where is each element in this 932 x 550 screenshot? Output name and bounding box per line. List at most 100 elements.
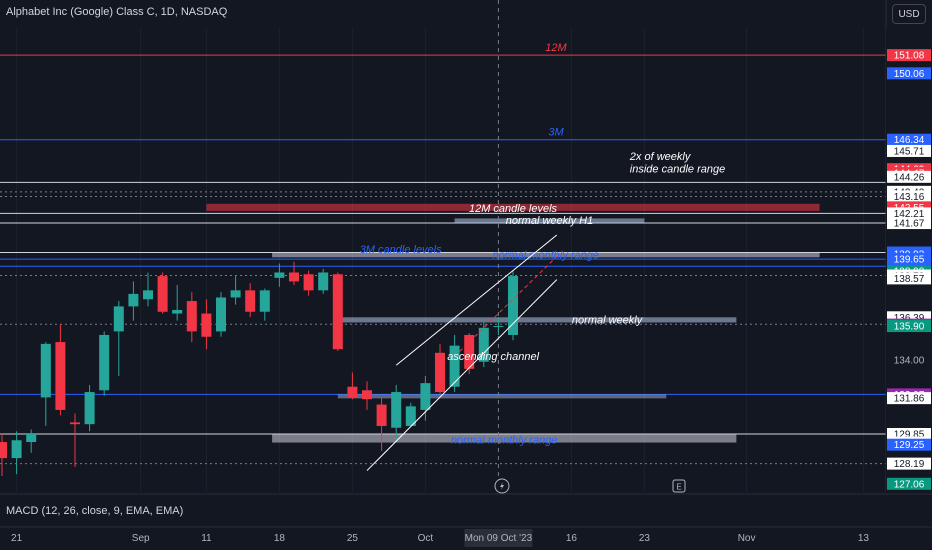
- price-label-box: [887, 67, 931, 80]
- range-box[interactable]: [206, 203, 820, 211]
- price-label-text: 129.25: [894, 440, 925, 451]
- price-label-text: 139.65: [894, 255, 925, 266]
- price-label-box: [887, 190, 931, 203]
- price-label-text: 142.21: [894, 209, 925, 220]
- price-label-text: 128.19: [894, 459, 925, 470]
- range-box-label: normal weekly H1: [506, 215, 593, 227]
- candle-body[interactable]: [449, 345, 460, 387]
- candle-body[interactable]: [274, 272, 285, 278]
- candle-body[interactable]: [0, 442, 7, 459]
- time-axis-tick: 16: [566, 533, 578, 544]
- candle-body[interactable]: [347, 386, 358, 398]
- price-label-text: 145.71: [894, 146, 925, 157]
- candle-body[interactable]: [128, 293, 139, 307]
- candle-body[interactable]: [391, 392, 402, 428]
- candle-body[interactable]: [318, 272, 329, 291]
- candle-body[interactable]: [201, 313, 212, 337]
- time-axis-tick: 18: [274, 533, 286, 544]
- candle-body[interactable]: [493, 326, 504, 328]
- symbol-title[interactable]: Alphabet Inc (Google) Class C, 1D, NASDA…: [6, 6, 228, 18]
- candle-body[interactable]: [376, 404, 387, 426]
- candle-body[interactable]: [405, 406, 416, 426]
- lightning-icon[interactable]: [494, 478, 510, 494]
- range-box[interactable]: [337, 317, 737, 323]
- time-axis-tick: 25: [347, 533, 359, 544]
- price-label-box: [887, 253, 931, 266]
- candle-body[interactable]: [26, 433, 37, 443]
- price-label-box: [887, 457, 931, 470]
- time-axis-tick: 23: [639, 533, 651, 544]
- chart-annotation[interactable]: 2x of weekly: [629, 151, 692, 163]
- crosshair-date-label: Mon 09 Oct '23: [465, 533, 533, 544]
- earnings-icon[interactable]: E: [672, 479, 686, 493]
- range-box-label: 12M candle levels: [469, 203, 558, 215]
- price-label-box: [887, 133, 931, 146]
- candle-body[interactable]: [464, 334, 475, 369]
- candle-body[interactable]: [70, 422, 80, 425]
- price-label-box: [887, 320, 931, 333]
- candle-body[interactable]: [332, 274, 343, 350]
- price-label-text: 151.08: [894, 51, 925, 62]
- price-label-text: 129.85: [894, 430, 925, 441]
- candle-body[interactable]: [362, 390, 372, 400]
- candle-body[interactable]: [245, 290, 256, 312]
- price-label-box: [887, 272, 931, 285]
- candle-body[interactable]: [40, 343, 51, 398]
- price-label-text: 136.39: [894, 313, 925, 324]
- price-axis-tick: 134.00: [894, 355, 925, 366]
- candle-body[interactable]: [143, 290, 153, 300]
- range-box[interactable]: [272, 434, 737, 443]
- chart-annotation[interactable]: 3M candle levels: [360, 244, 442, 256]
- price-label-box: [887, 392, 931, 405]
- chart-annotation[interactable]: ascending channel: [447, 351, 539, 363]
- candle-body[interactable]: [230, 290, 241, 298]
- range-box[interactable]: [454, 218, 645, 224]
- candle-body[interactable]: [478, 327, 489, 362]
- candle-body[interactable]: [157, 276, 168, 312]
- price-label-text: 143.16: [894, 192, 925, 203]
- level-label: 12M: [545, 42, 567, 54]
- time-axis-tick: 11: [201, 533, 212, 544]
- level-label: 3M: [548, 127, 564, 139]
- time-axis-tick: 13: [858, 533, 870, 544]
- candle-body[interactable]: [11, 440, 22, 459]
- ascending-channel-line[interactable]: [395, 234, 558, 366]
- price-label-box: [887, 477, 931, 490]
- range-box[interactable]: [272, 252, 820, 258]
- time-axis-tick: Nov: [738, 533, 756, 544]
- ascending-channel-line[interactable]: [366, 279, 558, 471]
- price-label-text: 135.90: [894, 322, 925, 333]
- price-label-text: 127.06: [894, 479, 925, 490]
- candle-body[interactable]: [84, 392, 95, 425]
- currency-button[interactable]: USD: [892, 4, 926, 24]
- candle-body[interactable]: [259, 290, 270, 312]
- candle-body[interactable]: [420, 383, 431, 410]
- price-label-box: [887, 207, 931, 220]
- price-label-text: 138.57: [894, 274, 925, 285]
- range-box-label: normal weekly: [572, 314, 644, 326]
- candle-body[interactable]: [113, 306, 124, 332]
- candle-body[interactable]: [303, 274, 314, 291]
- range-box[interactable]: [337, 394, 667, 399]
- price-label-box: [887, 438, 931, 451]
- candle-body[interactable]: [172, 309, 183, 314]
- candle-body[interactable]: [435, 352, 445, 393]
- candle-body[interactable]: [99, 334, 110, 391]
- price-label-box: [887, 144, 931, 157]
- chart-annotation[interactable]: inside candle range: [630, 164, 725, 176]
- crosshair-date-box: [464, 529, 533, 547]
- ascending-channel-line[interactable]: [454, 256, 558, 357]
- time-axis-tick: 21: [11, 533, 23, 544]
- candle-body[interactable]: [289, 272, 299, 282]
- candle-body[interactable]: [508, 276, 518, 335]
- range-box-label: normal monthly range: [493, 249, 599, 261]
- price-label-box: [887, 49, 931, 62]
- candle-body[interactable]: [216, 297, 226, 332]
- macd-indicator-label[interactable]: MACD (12, 26, close, 9, EMA, EMA): [6, 505, 184, 517]
- candle-body[interactable]: [55, 342, 66, 410]
- svg-text:E: E: [676, 483, 681, 492]
- candle-body[interactable]: [186, 301, 197, 332]
- price-label-text: 146.34: [894, 135, 925, 146]
